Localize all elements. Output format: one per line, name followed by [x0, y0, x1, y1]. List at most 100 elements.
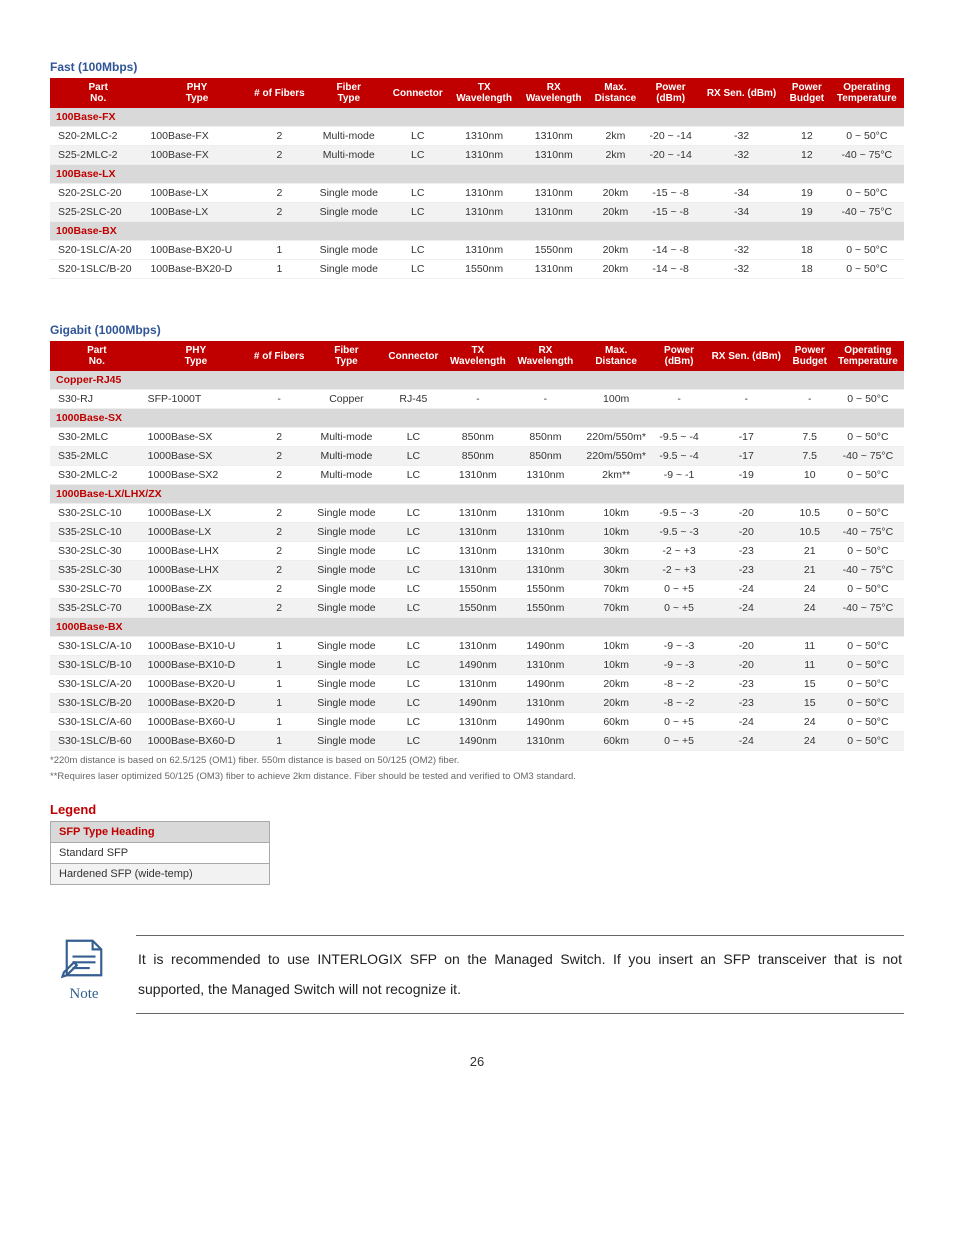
table-cell: -9.5 ~ -4 [653, 447, 705, 466]
table-cell: S35-2SLC-10 [50, 523, 144, 542]
table-cell: -40 ~ 75°C [832, 447, 904, 466]
table-cell: -24 [705, 580, 788, 599]
table-cell: -24 [705, 713, 788, 732]
table-cell: 0 ~ +5 [653, 580, 705, 599]
table-cell: 1000Base-SX2 [144, 466, 249, 485]
table-cell: 10km [579, 523, 653, 542]
table-cell: LC [383, 523, 444, 542]
footnote-1: *220m distance is based on 62.5/125 (OM1… [50, 755, 904, 767]
table-cell: 1000Base-SX [144, 428, 249, 447]
table-cell: 10.5 [788, 504, 832, 523]
table-cell: 1000Base-LHX [144, 561, 249, 580]
table-cell: -9.5 ~ -3 [653, 504, 705, 523]
table-cell: 2 [248, 203, 312, 222]
table-cell: -40 ~ 75°C [830, 146, 904, 165]
table-cell: 1310nm [444, 713, 512, 732]
table-cell: Single mode [310, 523, 383, 542]
table-row: S35-2SLC-701000Base-ZX2Single modeLC1550… [50, 599, 904, 618]
column-header: PowerBudget [784, 78, 830, 108]
table-cell: 7.5 [788, 428, 832, 447]
column-header: FiberType [311, 78, 386, 108]
table-cell: -9.5 ~ -4 [653, 428, 705, 447]
table-cell: 0 ~ 50°C [832, 675, 904, 694]
table-cell: 1 [248, 260, 312, 279]
table-cell: Single mode [310, 599, 383, 618]
table-cell: 1490nm [444, 694, 512, 713]
table-cell: -20 [705, 656, 788, 675]
table-cell: S30-1SLC/B-60 [50, 732, 144, 751]
table-cell: -20 ~ -14 [642, 127, 699, 146]
table-cell: -24 [705, 732, 788, 751]
table-cell: 2 [248, 428, 310, 447]
table-cell: LC [383, 504, 444, 523]
table-cell: 30km [579, 561, 653, 580]
table-cell: -23 [705, 542, 788, 561]
table-row: S35-2MLC1000Base-SX2Multi-modeLC850nm850… [50, 447, 904, 466]
table-row: S30-RJSFP-1000T-CopperRJ-45--100m---0 ~ … [50, 390, 904, 409]
table-cell: 1310nm [512, 732, 580, 751]
table-cell: -20 [705, 504, 788, 523]
table-cell: -23 [705, 694, 788, 713]
table-cell: 1490nm [444, 732, 512, 751]
table-cell: S35-2SLC-70 [50, 599, 144, 618]
table-cell: - [512, 390, 580, 409]
table-row: S30-2SLC-101000Base-LX2Single modeLC1310… [50, 504, 904, 523]
table-cell: Single mode [310, 637, 383, 656]
table-cell: 1000Base-BX20-U [144, 675, 249, 694]
table-cell: -32 [699, 127, 784, 146]
table-cell: 2 [248, 184, 312, 203]
table-cell: RJ-45 [383, 390, 444, 409]
table-cell: S30-1SLC/A-60 [50, 713, 144, 732]
table-cell: 1000Base-ZX [144, 599, 249, 618]
table-cell: 60km [579, 732, 653, 751]
group-label: 1000Base-LX/LHX/ZX [50, 485, 904, 504]
table-cell: -9 ~ -3 [653, 637, 705, 656]
table-row: S30-2MLC1000Base-SX2Multi-modeLC850nm850… [50, 428, 904, 447]
table-cell: 24 [788, 599, 832, 618]
table-cell: Single mode [310, 694, 383, 713]
table-cell: 100Base-BX20-D [146, 260, 247, 279]
table-cell: - [444, 390, 512, 409]
table-cell: 220m/550m* [579, 428, 653, 447]
table-cell: S30-1SLC/B-10 [50, 656, 144, 675]
table-cell: 1490nm [512, 675, 580, 694]
table-cell: 1 [248, 694, 310, 713]
gigabit-table: PartNo.PHYType# of FibersFiberTypeConnec… [50, 341, 904, 751]
table-cell: 1310nm [444, 466, 512, 485]
table-cell: Copper [310, 390, 383, 409]
table-cell: 1 [248, 637, 310, 656]
table-cell: 12 [784, 127, 830, 146]
table-cell: 1310nm [444, 675, 512, 694]
table-cell: 850nm [444, 428, 512, 447]
table-cell: 1310nm [444, 504, 512, 523]
table-cell: 1310nm [449, 241, 519, 260]
table-cell: - [248, 390, 310, 409]
table-cell: LC [383, 466, 444, 485]
table-cell: 20km [579, 694, 653, 713]
group-label: 1000Base-SX [50, 409, 904, 428]
table-cell: 1310nm [444, 542, 512, 561]
table-cell: -20 [705, 523, 788, 542]
table-cell: 19 [784, 203, 830, 222]
table-row: S30-1SLC/A-601000Base-BX60-U1Single mode… [50, 713, 904, 732]
table-cell: 1310nm [444, 637, 512, 656]
table-cell: -17 [705, 428, 788, 447]
table-cell: LC [383, 428, 444, 447]
table-cell: 24 [788, 732, 832, 751]
column-header: Max.Distance [589, 78, 643, 108]
table-cell: LC [383, 675, 444, 694]
table-cell: 1 [248, 713, 310, 732]
legend-heading: SFP Type Heading [51, 821, 270, 842]
table-cell: 2 [248, 447, 310, 466]
table-cell: -40 ~ 75°C [832, 599, 904, 618]
table-cell: -34 [699, 203, 784, 222]
table-cell: -15 ~ -8 [642, 203, 699, 222]
table-cell: 1310nm [512, 504, 580, 523]
table-row: S25-2SLC-20100Base-LX2Single modeLC1310n… [50, 203, 904, 222]
group-label: 100Base-FX [50, 108, 904, 127]
table-cell: LC [383, 694, 444, 713]
table-cell: -32 [699, 146, 784, 165]
table-cell: 2 [248, 561, 310, 580]
table-cell: -14 ~ -8 [642, 260, 699, 279]
table-cell: 2 [248, 542, 310, 561]
